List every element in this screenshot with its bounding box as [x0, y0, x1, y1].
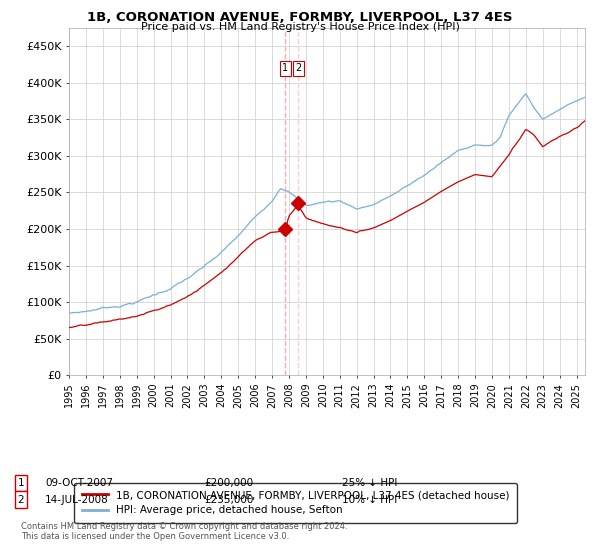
Text: 09-OCT-2007: 09-OCT-2007 — [45, 478, 113, 488]
Legend: 1B, CORONATION AVENUE, FORMBY, LIVERPOOL, L37 4ES (detached house), HPI: Average: 1B, CORONATION AVENUE, FORMBY, LIVERPOOL… — [74, 483, 517, 522]
Text: 2: 2 — [295, 63, 301, 73]
Text: 10% ↓ HPI: 10% ↓ HPI — [342, 494, 397, 505]
Text: 1B, CORONATION AVENUE, FORMBY, LIVERPOOL, L37 4ES: 1B, CORONATION AVENUE, FORMBY, LIVERPOOL… — [87, 11, 513, 24]
Text: £235,000: £235,000 — [204, 494, 253, 505]
Text: £200,000: £200,000 — [204, 478, 253, 488]
Text: 25% ↓ HPI: 25% ↓ HPI — [342, 478, 397, 488]
Text: 1: 1 — [17, 478, 25, 488]
Text: Contains HM Land Registry data © Crown copyright and database right 2024.
This d: Contains HM Land Registry data © Crown c… — [21, 522, 347, 542]
Text: Price paid vs. HM Land Registry's House Price Index (HPI): Price paid vs. HM Land Registry's House … — [140, 22, 460, 32]
Text: 14-JUL-2008: 14-JUL-2008 — [45, 494, 109, 505]
Text: 2: 2 — [17, 494, 25, 505]
Text: 1: 1 — [282, 63, 288, 73]
